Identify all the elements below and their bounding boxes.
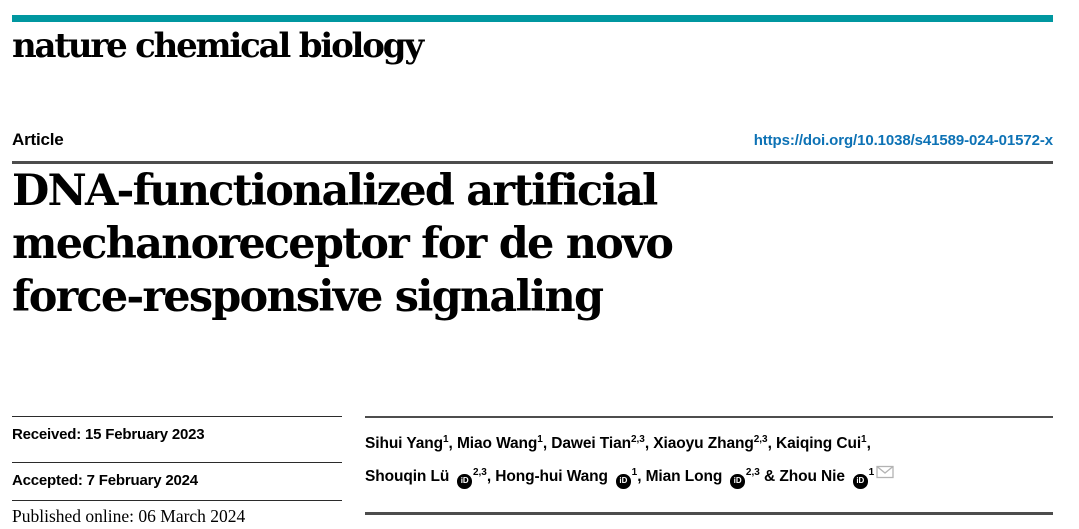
history-dates-column: Received: 15 February 2023 Accepted: 7 F…	[12, 416, 342, 527]
affiliation-superscript: 2,3	[472, 467, 487, 478]
author-name: Miao Wang1	[456, 434, 543, 452]
author-name: Zhou Nie iD1	[779, 465, 894, 489]
article-title-line: mechanoreceptor for de novo	[12, 219, 674, 269]
article-title-line: DNA-functionalized artificial	[12, 166, 658, 216]
published-date-row: Published online: 06 March 2024	[12, 500, 342, 527]
author-name: Xiaoyu Zhang2,3	[653, 434, 768, 452]
author-name: Hong-hui Wang iD1	[495, 467, 638, 489]
received-date-row: Received: 15 February 2023	[12, 416, 342, 462]
affiliation-superscript: 1	[442, 434, 449, 445]
journal-accent-bar	[12, 15, 1053, 22]
published-date: Published online: 06 March 2024	[12, 506, 246, 526]
doi-link[interactable]: https://doi.org/10.1038/s41589-024-01572…	[753, 132, 1053, 149]
abstract-top-rule	[365, 512, 1053, 515]
affiliation-superscript: 1	[861, 434, 867, 445]
affiliation-superscript: 2,3	[630, 434, 645, 445]
affiliation-superscript: 1	[868, 467, 875, 478]
journal-masthead: nature chemical biology	[12, 26, 424, 66]
article-type-label: Article	[12, 130, 64, 149]
orcid-icon[interactable]: iD	[730, 474, 745, 489]
author-name: Mian Long iD2,3	[646, 467, 760, 489]
article-title-line: force-responsive signaling	[12, 272, 604, 322]
orcid-icon[interactable]: iD	[457, 474, 472, 489]
orcid-icon[interactable]: iD	[853, 474, 868, 489]
email-icon[interactable]	[876, 460, 894, 489]
received-date: Received: 15 February 2023	[12, 426, 205, 443]
author-name: Dawei Tian2,3	[551, 434, 645, 452]
author-name: Sihui Yang1	[365, 434, 449, 452]
author-list: Sihui Yang1, Miao Wang1, Dawei Tian2,3, …	[365, 425, 1053, 491]
article-title: DNA-functionalized artificial mechanorec…	[12, 165, 752, 324]
affiliation-superscript: 2,3	[753, 434, 768, 445]
accepted-date: Accepted: 7 February 2024	[12, 471, 198, 489]
author-name: Kaiqing Cui1	[776, 434, 867, 452]
affiliation-superscript: 2,3	[745, 467, 760, 478]
authors-block: Sihui Yang1, Miao Wang1, Dawei Tian2,3, …	[365, 416, 1053, 491]
accepted-date-row: Accepted: 7 February 2024	[12, 461, 342, 501]
affiliation-superscript: 1	[631, 467, 638, 478]
orcid-icon[interactable]: iD	[616, 474, 631, 489]
affiliation-superscript: 1	[537, 434, 543, 445]
article-header-row: Article https://doi.org/10.1038/s41589-0…	[12, 130, 1053, 164]
author-name: Shouqin Lü iD2,3	[365, 467, 487, 489]
